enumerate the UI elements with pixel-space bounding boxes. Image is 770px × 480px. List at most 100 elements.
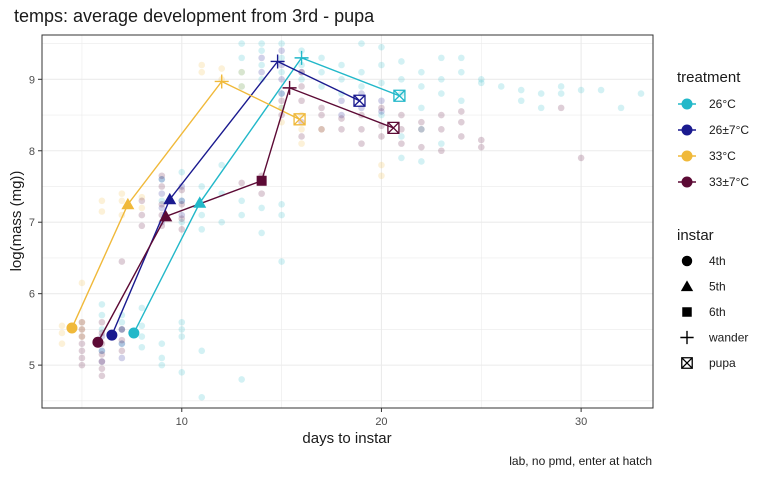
legend-label-treatment: 26°C xyxy=(709,97,736,111)
axes: 5 6 7 8 9 10 20 30 xyxy=(29,34,654,428)
raw-point xyxy=(98,318,106,326)
raw-point xyxy=(577,86,585,94)
raw-point xyxy=(338,76,345,83)
raw-point xyxy=(138,197,146,205)
raw-point xyxy=(378,133,385,140)
raw-point xyxy=(398,140,405,147)
raw-point xyxy=(198,393,206,401)
raw-point xyxy=(358,68,365,76)
raw-point xyxy=(318,126,325,133)
raw-point xyxy=(78,333,86,340)
raw-point xyxy=(178,333,186,340)
raw-point xyxy=(58,322,66,330)
raw-point xyxy=(458,118,465,126)
marker-square-x xyxy=(293,113,306,126)
raw-point xyxy=(158,201,166,208)
raw-point xyxy=(238,54,245,62)
marker-circle xyxy=(106,329,118,341)
raw-point xyxy=(318,111,325,119)
raw-point xyxy=(298,97,305,105)
raw-point xyxy=(378,111,385,119)
raw-point xyxy=(58,329,66,337)
raw-point xyxy=(138,304,146,312)
raw-point xyxy=(597,86,605,94)
raw-point xyxy=(98,197,106,205)
raw-point xyxy=(198,183,206,190)
raw-point xyxy=(158,197,166,205)
raw-point xyxy=(238,40,245,47)
raw-points xyxy=(58,40,645,401)
raw-point xyxy=(98,347,106,355)
raw-point xyxy=(418,68,425,76)
marker-triangle xyxy=(121,197,135,210)
legend-key-point xyxy=(681,98,693,110)
marker-triangle xyxy=(163,192,177,205)
raw-point xyxy=(398,126,405,133)
raw-point xyxy=(318,126,325,133)
raw-point xyxy=(178,201,186,208)
raw-point xyxy=(98,311,106,319)
raw-point xyxy=(198,347,206,355)
raw-point xyxy=(358,126,365,133)
raw-point xyxy=(477,79,485,87)
raw-point xyxy=(178,197,186,205)
raw-point xyxy=(98,208,106,215)
raw-point xyxy=(158,176,166,183)
raw-point xyxy=(198,211,206,219)
raw-point xyxy=(118,197,126,205)
raw-point xyxy=(178,168,186,176)
raw-point xyxy=(138,322,146,330)
raw-point xyxy=(98,358,106,365)
raw-point xyxy=(178,218,186,226)
raw-point xyxy=(178,326,186,333)
series-line xyxy=(71,80,300,329)
raw-point xyxy=(438,90,445,97)
raw-point xyxy=(338,111,345,119)
raw-point xyxy=(557,83,565,90)
raw-point xyxy=(238,83,245,90)
raw-point xyxy=(497,83,505,90)
raw-point xyxy=(238,376,245,383)
raw-point xyxy=(258,76,265,83)
raw-point xyxy=(78,340,86,347)
raw-point xyxy=(258,61,265,69)
chart-title: temps: average development from 3rd - pu… xyxy=(14,6,375,26)
legend-label-treatment: 26±7°C xyxy=(709,123,749,137)
raw-point xyxy=(278,258,285,265)
marker-square xyxy=(256,175,267,186)
raw-point xyxy=(278,68,285,76)
legend-label-instar: wander xyxy=(708,331,748,345)
raw-point xyxy=(258,204,265,212)
raw-point xyxy=(258,40,265,47)
raw-point xyxy=(118,318,126,326)
raw-point xyxy=(278,201,285,208)
legend-key-point xyxy=(681,150,693,162)
raw-point xyxy=(418,104,425,112)
raw-point xyxy=(258,68,265,76)
raw-point xyxy=(238,197,245,205)
marker-circle xyxy=(66,322,78,334)
raw-point xyxy=(118,258,126,265)
raw-point xyxy=(98,358,106,365)
raw-point xyxy=(158,354,166,362)
raw-point xyxy=(78,333,86,340)
raw-point xyxy=(378,79,385,87)
raw-point xyxy=(198,61,206,69)
raw-point xyxy=(617,104,625,112)
raw-point xyxy=(298,76,305,83)
raw-point xyxy=(298,140,305,147)
x-tick-label: 10 xyxy=(176,416,188,428)
marker-plus xyxy=(282,80,297,95)
marker-plus xyxy=(294,50,309,65)
raw-point xyxy=(378,43,385,51)
raw-point xyxy=(438,140,445,147)
raw-point xyxy=(78,318,86,326)
raw-point xyxy=(178,211,186,219)
raw-point xyxy=(218,161,226,169)
raw-point xyxy=(378,172,385,180)
raw-point xyxy=(338,97,345,105)
raw-point xyxy=(78,354,86,362)
raw-point xyxy=(418,118,425,126)
raw-point xyxy=(118,336,126,344)
raw-point xyxy=(577,154,585,162)
